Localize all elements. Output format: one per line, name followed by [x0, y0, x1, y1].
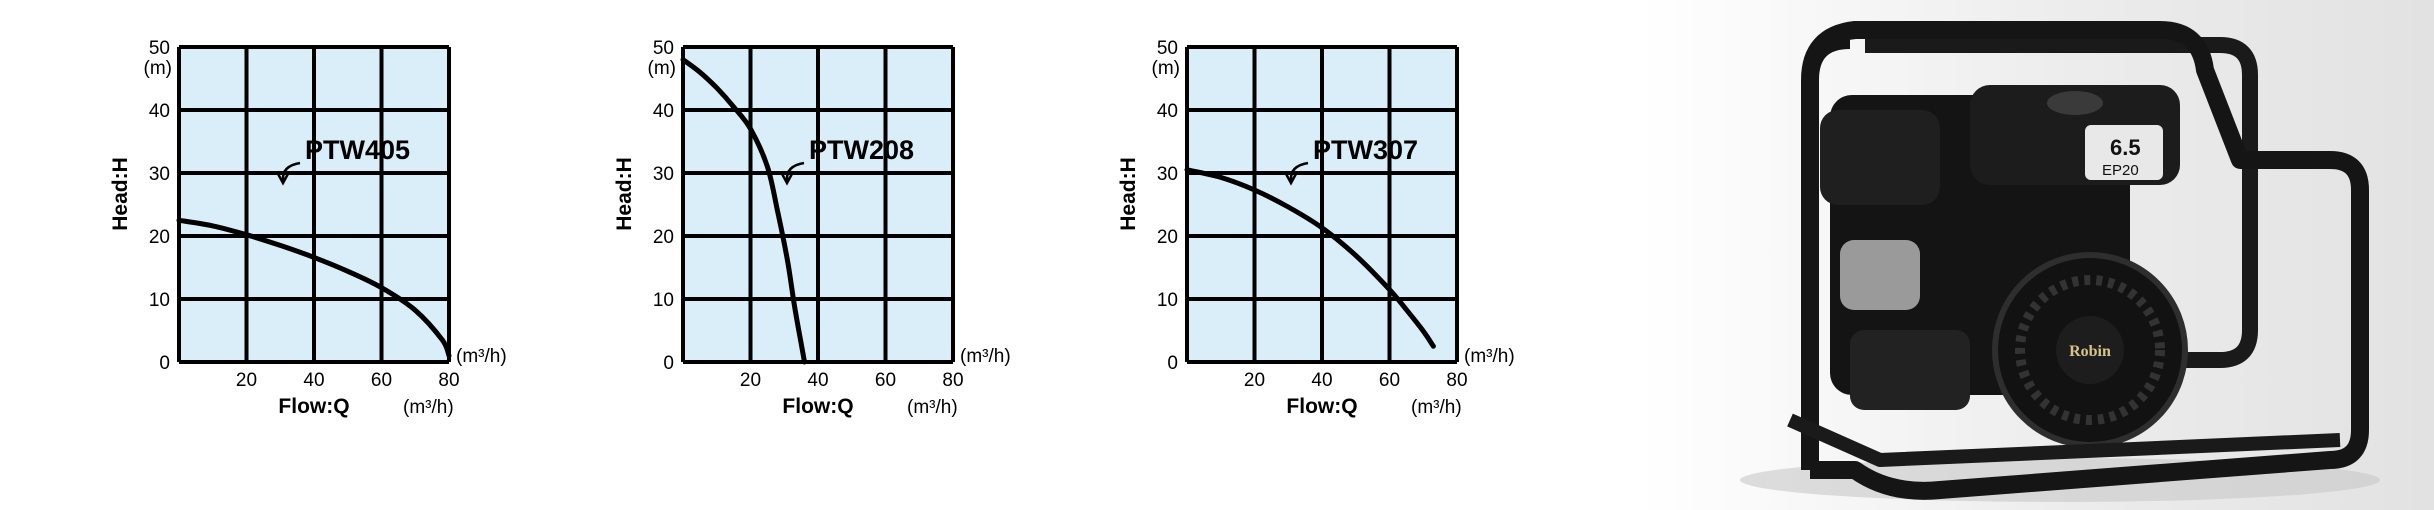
x-unit-label-below: (m³/h): [1411, 397, 1462, 418]
y-ticks: 0 10 20 30 40 50: [149, 38, 170, 374]
annotation-arrow: [281, 161, 301, 181]
pump-curve-chart-ptw405: 0 10 20 30 40 50 20 40 60 80 (m) (m³/h) (m³/h) F…: [109, 38, 507, 418]
curve-ptw208: [680, 57, 807, 365]
x-tick-label: 20: [740, 370, 761, 391]
series-label-ptw405: PTW405: [305, 135, 410, 165]
x-unit-label-right: (m³/h): [1464, 346, 1515, 367]
x-axis-title: Flow:Q: [1286, 395, 1357, 418]
x-tick-label: 40: [303, 370, 324, 391]
annotation-arrow: [1289, 161, 1309, 181]
curve-ptw307: [1184, 167, 1436, 349]
front-frame: [1801, 21, 2369, 500]
pump-curve-chart-ptw307: 0 10 20 30 40 50 20 40 60 80 (m) (m³/h) (m³/h) F…: [1117, 38, 1515, 418]
y-tick-label: 40: [149, 101, 170, 122]
y-ticks: 0 10 20 30 40 50: [653, 38, 674, 374]
curve-ptw405: [176, 217, 452, 359]
x-unit-label-below: (m³/h): [907, 397, 958, 418]
y-tick-label: 40: [653, 101, 674, 122]
y-tick-label: 10: [149, 290, 170, 311]
y-tick-label: 50: [1157, 38, 1178, 59]
y-ticks: 0 10 20 30 40 50: [1157, 38, 1178, 374]
x-tick-label: 80: [1446, 370, 1467, 391]
y-axis-title: Head:H: [613, 157, 636, 231]
y-tick-label: 50: [149, 38, 170, 59]
brand-logo: Robin: [2069, 343, 2111, 360]
svg-text:6.5: 6.5: [2110, 135, 2141, 160]
y-tick-label: 40: [1157, 101, 1178, 122]
x-axis-title: Flow:Q: [782, 395, 853, 418]
air-filter: [1820, 110, 1940, 205]
x-tick-label: 20: [1244, 370, 1265, 391]
y-axis-title: Head:H: [109, 157, 132, 231]
x-ticks: 20 40 60 80: [236, 370, 460, 391]
x-tick-label: 40: [807, 370, 828, 391]
svg-text:EP20: EP20: [2102, 162, 2139, 179]
grid: [681, 45, 955, 364]
x-unit-label-below: (m³/h): [403, 397, 454, 418]
base-rail: [1787, 413, 2341, 467]
x-ticks: 20 40 60 80: [1244, 370, 1468, 391]
y-tick-label: 20: [1157, 227, 1178, 248]
pump-housing: [1850, 330, 1970, 410]
x-tick-label: 60: [1379, 370, 1400, 391]
y-unit-label: (m): [144, 58, 172, 79]
fuel-cap: [2047, 91, 2103, 115]
y-tick-label: 0: [159, 353, 170, 374]
y-tick-label: 20: [653, 227, 674, 248]
rear-frame: [1865, 37, 2258, 368]
grid: [177, 45, 451, 364]
x-ticks: 20 40 60 80: [740, 370, 964, 391]
y-tick-label: 0: [1167, 353, 1178, 374]
x-tick-label: 60: [875, 370, 896, 391]
y-tick-label: 20: [149, 227, 170, 248]
y-unit-label: (m): [1152, 58, 1180, 79]
grid: [1185, 45, 1459, 364]
y-tick-label: 10: [1157, 290, 1178, 311]
y-axis-title: Head:H: [1117, 157, 1140, 231]
y-tick-label: 50: [653, 38, 674, 59]
y-unit-label: (m): [648, 58, 676, 79]
y-tick-label: 0: [663, 353, 674, 374]
x-axis-title: Flow:Q: [278, 395, 349, 418]
x-tick-label: 60: [371, 370, 392, 391]
x-tick-label: 20: [236, 370, 257, 391]
product-photo-engine-pump: 6.5 EP20 Robin: [1640, 0, 2434, 510]
pump-curve-chart-ptw208: 0 10 20 30 40 50 20 40 60 80 (m) (m³/h) (m³/h) F…: [613, 38, 1011, 418]
x-tick-label: 80: [942, 370, 963, 391]
carburetor: [1840, 240, 1920, 310]
x-tick-label: 80: [438, 370, 459, 391]
y-tick-label: 30: [653, 164, 674, 185]
series-label-ptw307: PTW307: [1313, 135, 1418, 165]
y-tick-label: 30: [1157, 164, 1178, 185]
x-unit-label-right: (m³/h): [456, 346, 507, 367]
y-tick-label: 30: [149, 164, 170, 185]
annotation-arrow: [785, 161, 805, 181]
y-tick-label: 10: [653, 290, 674, 311]
engine-nameplate: 6.5 EP20: [2085, 125, 2163, 180]
x-unit-label-right: (m³/h): [960, 346, 1011, 367]
x-tick-label: 40: [1311, 370, 1332, 391]
series-label-ptw208: PTW208: [809, 135, 914, 165]
